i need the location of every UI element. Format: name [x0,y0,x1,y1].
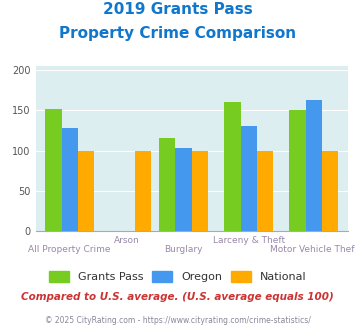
Bar [135,150,151,231]
Bar [306,100,322,231]
Bar [322,150,338,231]
Bar [257,150,273,231]
Bar [78,150,94,231]
Text: Compared to U.S. average. (U.S. average equals 100): Compared to U.S. average. (U.S. average … [21,292,334,302]
Bar [175,148,192,231]
Text: Property Crime Comparison: Property Crime Comparison [59,26,296,41]
Bar [45,109,61,231]
Text: Burglary: Burglary [164,245,203,254]
Text: © 2025 CityRating.com - https://www.cityrating.com/crime-statistics/: © 2025 CityRating.com - https://www.city… [45,316,310,325]
Text: Motor Vehicle Theft: Motor Vehicle Theft [270,245,355,254]
Text: All Property Crime: All Property Crime [28,245,111,254]
Bar [159,138,175,231]
Bar [241,126,257,231]
Bar [61,128,78,231]
Bar [192,150,208,231]
Legend: Grants Pass, Oregon, National: Grants Pass, Oregon, National [45,268,310,286]
Bar [224,102,241,231]
Text: Larceny & Theft: Larceny & Theft [213,236,285,245]
Text: Arson: Arson [114,236,140,245]
Text: 2019 Grants Pass: 2019 Grants Pass [103,2,252,16]
Bar [289,110,306,231]
